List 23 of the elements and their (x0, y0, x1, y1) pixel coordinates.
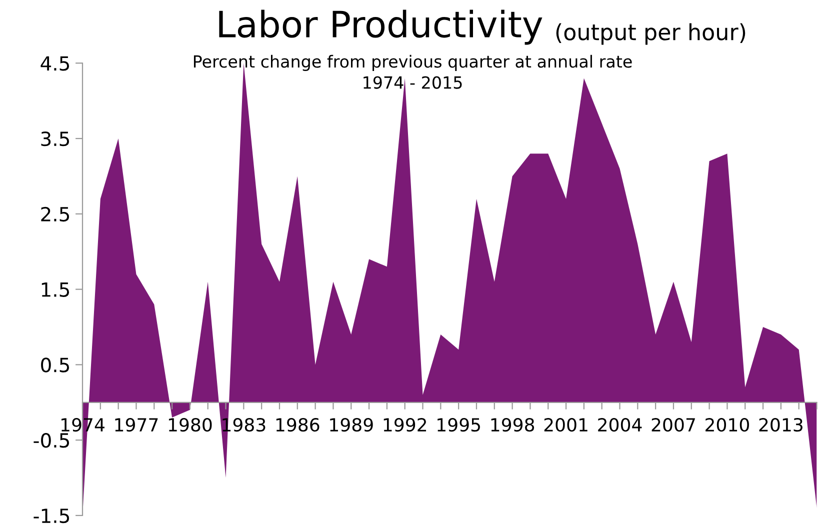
y-tick-label: -0.5 (34, 433, 69, 448)
y-tick-label: 4.5 (40, 56, 69, 71)
x-tick-label: 1995 (438, 418, 480, 432)
x-tick-label: 1998 (491, 418, 534, 432)
x-tick-label: 1989 (330, 418, 373, 432)
y-tick-label: 1.5 (42, 282, 69, 297)
x-tick-label: 1992 (384, 418, 426, 432)
y-tick-label: 0.5 (41, 358, 69, 372)
annotation: 1974 - 2015 (364, 76, 462, 89)
x-tick-label: 1986 (276, 418, 320, 432)
x-tick-label: 2010 (706, 418, 749, 432)
annotation: Percent change from previous quarter at annual rate (194, 54, 632, 72)
y-tick-label: 3.5 (41, 131, 69, 146)
chart-title: Labor Productivity (219, 10, 542, 45)
x-tick-label: 1980 (168, 418, 212, 432)
chart-subtitle: (output per hour) (556, 23, 746, 45)
x-tick-label: 2013 (759, 418, 802, 432)
y-tick-label: -1.5 (34, 508, 69, 524)
x-tick-label: 2004 (598, 418, 642, 432)
x-tick-label: 1977 (115, 418, 158, 432)
x-tick-label: 2007 (652, 418, 695, 432)
x-tick-label: 2001 (544, 418, 588, 432)
y-tick-label: 2.5 (41, 206, 69, 222)
